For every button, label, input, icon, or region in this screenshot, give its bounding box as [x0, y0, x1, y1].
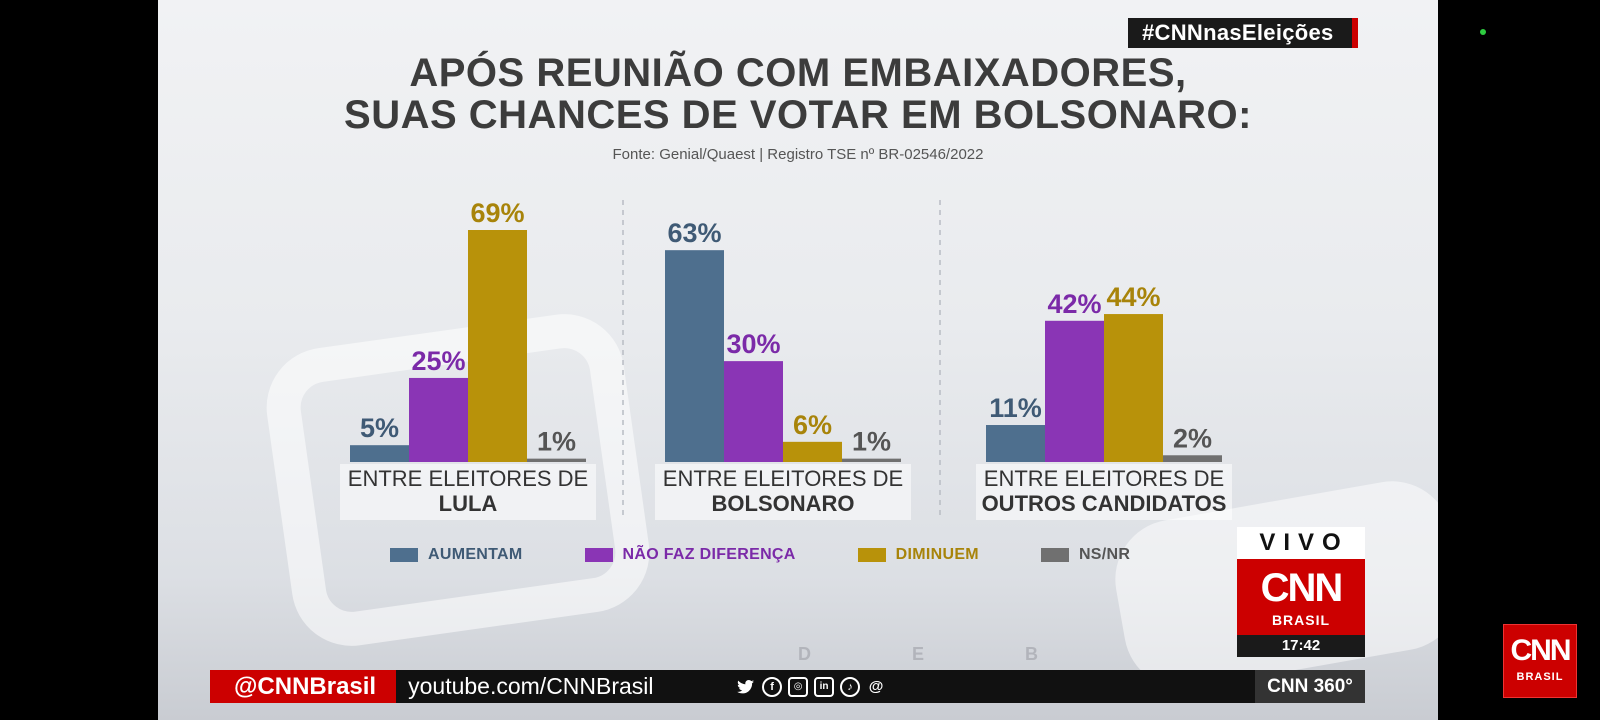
- bar-value-label: 1%: [852, 427, 891, 457]
- bar-ns-nr: [842, 458, 901, 462]
- linkedin-icon: in: [814, 676, 835, 697]
- category-label-line-1: ENTRE ELEITORES DE: [348, 466, 588, 491]
- faded-letter: E: [912, 644, 933, 664]
- bar-value-label: 2%: [1173, 423, 1212, 453]
- bar-chart: 5% 25% 69% 1% ENTRE ELEITORES DE LULA 63% 30% 6%…: [158, 0, 1438, 720]
- legend-swatch: [390, 548, 418, 562]
- bar-n-o-faz-diferen-a: [724, 361, 783, 462]
- ticker-handle: @CNNBrasil: [210, 670, 397, 703]
- facebook-icon: f: [762, 676, 783, 697]
- bar-value-label: 42%: [1047, 289, 1101, 319]
- legend-label: DIMINUEM: [895, 546, 979, 563]
- bar-diminuem: [468, 230, 527, 462]
- broadcast-screen: #CNNnasEleições APÓS REUNIÃO COM EMBAIXA…: [158, 0, 1438, 720]
- tiktok-icon: ♪: [840, 676, 861, 697]
- chart-canvas: 5%25%69%1%ENTRE ELEITORES DELULA63%30%6%…: [340, 198, 1232, 520]
- bar-value-label: 30%: [726, 329, 780, 359]
- hashtag-banner: #CNNnasEleições: [1128, 18, 1358, 48]
- bar-value-label: 11%: [989, 393, 1042, 423]
- corner-logo-text: CNN: [1510, 634, 1572, 667]
- bar-value-label: 25%: [411, 346, 465, 376]
- faded-letter: B: [1025, 644, 1047, 664]
- legend-swatch: [1040, 548, 1069, 562]
- bar-n-o-faz-diferen-a: [1045, 320, 1104, 462]
- group-label-background: [976, 464, 1232, 520]
- bar-diminuem: [1104, 314, 1163, 462]
- logo-subtext: BRASIL: [1271, 612, 1331, 628]
- live-label: VIVO: [1237, 527, 1365, 559]
- group-label-background: [340, 464, 596, 520]
- ticker-cnn-360: CNN 360°: [1255, 670, 1365, 703]
- bar-diminuem: [783, 441, 842, 462]
- group-label-background: [655, 464, 911, 520]
- live-time: 17:42: [1237, 635, 1365, 657]
- bar-value-label: 44%: [1106, 282, 1160, 312]
- cnn-brasil-logo: CNN BRASIL: [1237, 559, 1365, 635]
- ticker-url: youtube.com/CNNBrasil: [408, 673, 654, 699]
- corner-logo-subtext: BRASIL: [1516, 671, 1564, 683]
- instagram-icon: ◎: [788, 676, 809, 697]
- logo-text: CNN: [1260, 566, 1344, 610]
- bar-n-o-faz-diferen-a: [409, 377, 468, 462]
- legend-swatch: [584, 548, 613, 562]
- legend-item: AUMENTAM: [390, 546, 523, 564]
- faded-letter: D: [798, 644, 819, 664]
- legend-label: NS/NR: [1078, 546, 1131, 563]
- legend-label: AUMENTAM: [428, 546, 523, 563]
- chart-title-line-1: APÓS REUNIÃO COM EMBAIXADORES,: [409, 51, 1187, 95]
- threads-icon: @: [868, 678, 884, 695]
- legend-item: NS/NR: [1040, 546, 1131, 564]
- chart-legend: AUMENTAM NÃO FAZ DIFERENÇA DIMINUEM NS/NR: [390, 544, 1192, 566]
- legend-item: DIMINUEM: [857, 546, 979, 564]
- bar-ns-nr: [527, 458, 586, 462]
- bottom-ticker: @CNNBrasil youtube.com/CNNBrasil f ◎ in …: [210, 670, 1365, 703]
- category-label-line-2: LULA: [439, 491, 498, 516]
- bar-value-label: 63%: [667, 218, 721, 248]
- bar-value-label: 1%: [537, 427, 576, 457]
- bar-value-label: 6%: [793, 410, 832, 440]
- bar-value-label: 69%: [470, 198, 524, 228]
- category-label-line-1: ENTRE ELEITORES DE: [984, 466, 1224, 491]
- legend-label: NÃO FAZ DIFERENÇA: [622, 546, 796, 563]
- social-icons: f ◎ in ♪ @: [736, 676, 886, 697]
- category-label-line-2: BOLSONARO: [712, 491, 855, 516]
- chart-title: APÓS REUNIÃO COM EMBAIXADORES, SUAS CHAN…: [158, 52, 1438, 136]
- chart-title-line-2: SUAS CHANCES DE VOTAR EM BOLSONARO:: [344, 93, 1252, 137]
- bar-aumentam: [986, 425, 1045, 462]
- bar-aumentam: [665, 250, 724, 462]
- bar-aumentam: [350, 445, 409, 462]
- legend-item: NÃO FAZ DIFERENÇA: [584, 546, 796, 564]
- twitter-icon: [736, 677, 756, 697]
- chart-source: Fonte: Genial/Quaest | Registro TSE nº B…: [612, 146, 984, 163]
- legend-swatch: [857, 548, 886, 562]
- live-bug: VIVO CNN BRASIL 17:42: [1237, 527, 1365, 659]
- status-dot: [1480, 29, 1486, 35]
- bar-ns-nr: [1163, 455, 1222, 462]
- bar-value-label: 5%: [360, 413, 399, 443]
- category-label-line-2: OUTROS CANDIDATOS: [982, 491, 1227, 516]
- category-label-line-1: ENTRE ELEITORES DE: [663, 466, 903, 491]
- background-faded-text: D E B: [798, 644, 1126, 665]
- corner-cnn-logo: CNN BRASIL: [1503, 624, 1577, 698]
